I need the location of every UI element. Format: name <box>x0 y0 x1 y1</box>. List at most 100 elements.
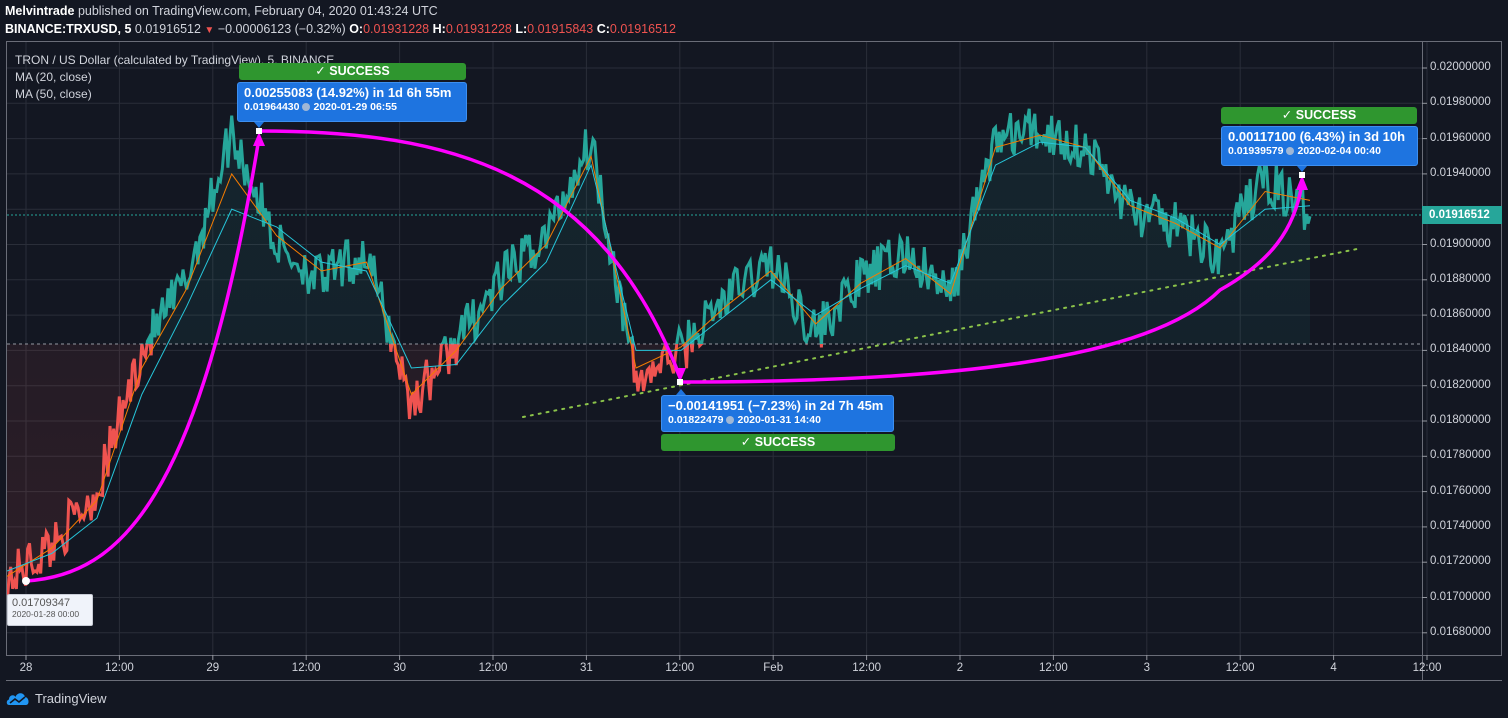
price-axis-label: 0.01980000 <box>1430 96 1491 109</box>
projection-curve-2[interactable] <box>258 129 682 378</box>
projection-callout-3[interactable]: 0.00117100 (6.43%) in 3d 10h 0.01939579 2… <box>1221 126 1418 166</box>
time-axis-label: 30 <box>393 662 406 674</box>
callout-pointer <box>1297 166 1307 172</box>
price-axis-label: 0.02000000 <box>1430 61 1491 73</box>
callout-meta: 0.01822479 2020-01-31 14:40 <box>668 414 887 426</box>
price-axis-label: 0.01680000 <box>1430 625 1491 638</box>
publish-info: Melvintrade published on TradingView.com… <box>5 4 438 18</box>
ohlc-bar: BINANCE:TRXUSD, 5 0.01916512 ▼ −0.000061… <box>5 22 676 36</box>
arrow-up-icon <box>253 132 265 146</box>
down-triangle-icon: ▼ <box>204 25 215 36</box>
start-time: 2020-01-28 00:00 <box>12 609 80 619</box>
projection-curve-1[interactable] <box>25 137 261 583</box>
tradingview-brand[interactable]: TradingView <box>6 690 107 706</box>
arrow-up-icon <box>1296 175 1308 190</box>
clock-icon <box>1286 147 1295 155</box>
price-axis-label: 0.01700000 <box>1430 590 1491 603</box>
price-axis-label: 0.01880000 <box>1430 272 1491 285</box>
ma20-line <box>7 134 1311 577</box>
price-axis-label: 0.01940000 <box>1430 166 1491 179</box>
time-axis-label: 12:00 <box>105 662 134 674</box>
price-axis-label: 0.01840000 <box>1430 343 1491 356</box>
symbol-label: BINANCE:TRXUSD, 5 <box>5 22 132 36</box>
close-label: C: <box>596 22 610 36</box>
high-label: H: <box>432 22 446 36</box>
success-badge: ✓ SUCCESS <box>661 434 895 451</box>
close-value: 0.01916512 <box>609 22 676 36</box>
start-point-label: 0.01709347 2020-01-28 00:00 <box>7 594 93 626</box>
time-axis-label: 12:00 <box>1225 662 1255 674</box>
success-badge: ✓ SUCCESS <box>239 63 466 80</box>
ma50-legend[interactable]: MA (50, close) <box>15 87 92 101</box>
time-axis-ticks <box>25 655 1428 660</box>
price-axis-ticks <box>1422 67 1427 634</box>
dotted-trendline[interactable] <box>522 247 1363 418</box>
point-marker-2[interactable] <box>677 379 683 385</box>
clock-icon <box>726 416 735 424</box>
time-axis-label: 31 <box>579 662 593 674</box>
time-axis-label: 12:00 <box>852 662 881 674</box>
callout-change: 0.00117100 (6.43%) in 3d 10h <box>1228 129 1406 144</box>
callout-change: −0.00141951 (−7.23%) in 2d 7h 45m <box>668 398 884 413</box>
time-axis-label: 12:00 <box>1412 662 1442 674</box>
callout-price: 0.01822479 <box>668 414 724 426</box>
callout-pointer <box>254 122 264 128</box>
last-price: 0.01916512 <box>134 22 201 36</box>
tradingview-cloud-icon <box>6 693 29 705</box>
point-marker-3[interactable] <box>1299 172 1305 178</box>
callout-meta: 0.01939579 2020-02-04 00:40 <box>1228 145 1411 157</box>
price-axis-label: 0.01800000 <box>1430 414 1491 426</box>
price-axis-label: 0.01960000 <box>1430 131 1491 144</box>
time-axis-label: 3 <box>1143 662 1150 674</box>
callout-pointer <box>676 389 686 395</box>
time-axis-label: Feb <box>763 662 784 674</box>
time-axis-label: 29 <box>206 662 220 674</box>
start-price: 0.01709347 <box>12 597 71 609</box>
success-badge: ✓ SUCCESS <box>1221 107 1417 124</box>
time-axis-label: 4 <box>1330 662 1337 674</box>
projection-callout-2[interactable]: −0.00141951 (−7.23%) in 2d 7h 45m 0.0182… <box>661 395 894 432</box>
high-value: 0.01931228 <box>445 22 512 36</box>
open-label: O: <box>349 22 364 36</box>
low-value: 0.01915843 <box>527 22 594 36</box>
callout-time: 2020-02-04 00:40 <box>1297 145 1381 157</box>
chart-frame <box>6 41 1502 656</box>
callout-time: 2020-01-31 14:40 <box>737 414 821 426</box>
time-axis-label: 28 <box>19 662 33 674</box>
time-axis-label: 2 <box>956 662 964 674</box>
price-axis-label: 0.01720000 <box>1430 555 1491 568</box>
callout-time: 2020-01-29 06:55 <box>313 101 397 113</box>
callout-meta: 0.01964430 2020-01-29 06:55 <box>244 101 460 113</box>
arrow-down-icon <box>674 368 686 382</box>
callout-price: 0.01964430 <box>244 101 300 113</box>
price-change: −0.00006123 (−0.32%) <box>217 22 346 36</box>
price-axis-label: 0.01740000 <box>1430 519 1491 532</box>
price-axis-label: 0.01900000 <box>1430 237 1491 250</box>
author-name[interactable]: Melvintrade <box>5 4 75 18</box>
point-marker-1[interactable] <box>256 128 262 134</box>
chart-grid <box>7 42 1428 655</box>
open-value: 0.01931228 <box>363 22 430 36</box>
start-point-marker[interactable] <box>22 577 30 585</box>
callout-change: 0.00255083 (14.92%) in 1d 6h 55m <box>244 85 452 100</box>
time-axis-label: 12:00 <box>291 662 321 674</box>
clock-icon <box>302 103 311 111</box>
last-price-label: 0.01916512 <box>1422 206 1502 224</box>
price-axis-label: 0.01760000 <box>1430 484 1491 497</box>
time-axis-label: 12:00 <box>665 662 695 674</box>
time-axis-label: 12:00 <box>478 662 508 674</box>
time-axis-label: 12:00 <box>1039 662 1068 674</box>
brand-name: TradingView <box>35 690 107 706</box>
price-axis-label: 0.01780000 <box>1430 449 1491 462</box>
ma20-legend[interactable]: MA (20, close) <box>15 70 92 84</box>
price-axis-label: 0.01820000 <box>1430 378 1491 391</box>
low-label: L: <box>515 22 528 36</box>
ma50-line <box>7 141 1311 572</box>
price-axis-label: 0.01860000 <box>1430 308 1491 321</box>
published-text: published on TradingView.com, February 0… <box>77 4 438 18</box>
projection-curve-3[interactable] <box>679 182 1304 384</box>
projection-callout-1[interactable]: 0.00255083 (14.92%) in 1d 6h 55m 0.01964… <box>237 82 467 122</box>
callout-price: 0.01939579 <box>1228 145 1284 157</box>
baseline-area-series <box>7 108 1312 607</box>
